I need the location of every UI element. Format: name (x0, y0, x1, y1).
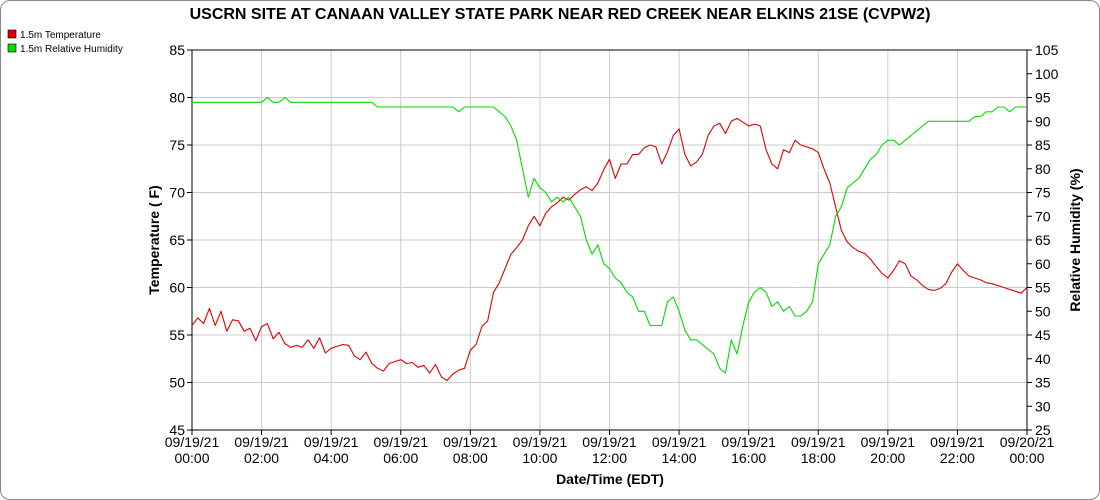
legend-label-humidity: 1.5m Relative Humidity (20, 44, 123, 55)
x-tick-date: 09/19/21 (443, 434, 498, 450)
x-tick-time: 00:00 (174, 450, 209, 466)
y2-tick-label: 45 (1035, 327, 1051, 343)
series-line-humidity (192, 96, 1027, 374)
y2-tick-label: 80 (1035, 161, 1051, 177)
x-tick-time: 10:00 (522, 450, 557, 466)
y2-tick-label: 100 (1035, 66, 1059, 82)
x-tick-time: 04:00 (314, 450, 349, 466)
x-tick-date: 09/19/21 (721, 434, 776, 450)
y2-tick-label: 50 (1035, 303, 1051, 319)
legend-label-temperature: 1.5m Temperature (20, 30, 101, 41)
x-tick-date: 09/19/21 (652, 434, 707, 450)
y2-tick-label: 60 (1035, 256, 1051, 272)
x-tick-date: 09/19/21 (234, 434, 289, 450)
y-tick-label: 55 (169, 327, 185, 343)
y2-tick-label: 25 (1035, 422, 1051, 438)
x-tick-time: 22:00 (940, 450, 975, 466)
y-tick-label: 65 (169, 232, 185, 248)
y-tick-label: 75 (169, 137, 185, 153)
y-tick-label: 60 (169, 280, 185, 296)
grid (191, 49, 1028, 431)
x-tick-time: 12:00 (592, 450, 627, 466)
y-tick-label: 50 (169, 375, 185, 391)
y2-tick-label: 35 (1035, 375, 1051, 391)
y-axis-right: 25 30 35 40 45 50 55 60 65 70 75 80 85 90 95 100 105 (1027, 42, 1059, 438)
x-axis-label: Date/Time (EDT) (556, 471, 664, 487)
legend: 1.5m Temperature 1.5m Relative Humidity (7, 29, 123, 55)
x-tick-date: 09/19/21 (791, 434, 846, 450)
y2-tick-label: 85 (1035, 137, 1051, 153)
x-tick-date: 09/19/21 (165, 434, 220, 450)
chart-title: USCRN SITE AT CANAAN VALLEY STATE PARK N… (190, 6, 931, 23)
series-layer (191, 96, 1028, 382)
y-axis-label-right: Relative Humidity (%) (1067, 168, 1083, 311)
x-tick-time: 02:00 (244, 450, 279, 466)
y2-tick-label: 30 (1035, 398, 1051, 414)
y2-tick-label: 105 (1035, 42, 1059, 58)
y2-tick-label: 90 (1035, 113, 1051, 129)
x-tick-date: 09/19/21 (861, 434, 916, 450)
legend-swatch-humidity (7, 43, 17, 53)
x-tick-time: 06:00 (383, 450, 418, 466)
y-axis-left: 45 50 55 60 65 70 75 80 85 (169, 42, 192, 438)
y-tick-label: 80 (169, 90, 185, 106)
x-tick-time: 14:00 (662, 450, 697, 466)
y2-tick-label: 95 (1035, 90, 1051, 106)
x-tick-time: 00:00 (1009, 450, 1044, 466)
y-tick-label: 85 (169, 42, 185, 58)
x-tick-time: 16:00 (731, 450, 766, 466)
y2-tick-label: 40 (1035, 351, 1051, 367)
y2-tick-label: 55 (1035, 280, 1051, 296)
x-tick-date: 09/19/21 (930, 434, 985, 450)
y2-tick-label: 65 (1035, 232, 1051, 248)
series-line-temperature (191, 117, 1028, 382)
x-tick-time: 20:00 (870, 450, 905, 466)
x-tick-time: 08:00 (453, 450, 488, 466)
y-tick-label: 70 (169, 185, 185, 201)
x-tick-date: 09/19/21 (513, 434, 568, 450)
y2-tick-label: 70 (1035, 208, 1051, 224)
x-tick-date: 09/19/21 (374, 434, 429, 450)
x-axis: 09/19/2100:0009/19/2102:0009/19/2104:000… (165, 430, 1055, 466)
y-tick-label: 45 (169, 422, 185, 438)
x-tick-date: 09/20/21 (1000, 434, 1055, 450)
x-tick-time: 18:00 (801, 450, 836, 466)
y2-tick-label: 75 (1035, 185, 1051, 201)
x-tick-date: 09/19/21 (582, 434, 637, 450)
legend-swatch-temperature (7, 29, 17, 39)
y-axis-label-left: Temperature ( F) (146, 185, 162, 294)
x-tick-date: 09/19/21 (304, 434, 359, 450)
